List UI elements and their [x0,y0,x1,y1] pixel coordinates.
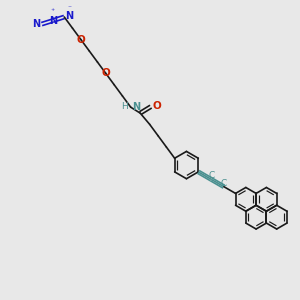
Text: H: H [122,101,128,110]
Text: N: N [132,102,140,112]
Text: N: N [32,19,40,28]
Text: O: O [76,34,85,44]
Text: N: N [49,16,57,26]
Text: C: C [208,171,214,180]
Text: O: O [152,101,161,111]
Text: N: N [65,11,74,21]
Text: O: O [101,68,110,78]
Text: C: C [221,179,227,188]
Text: ⁺: ⁺ [51,8,55,16]
Text: ⁻: ⁻ [67,4,71,13]
